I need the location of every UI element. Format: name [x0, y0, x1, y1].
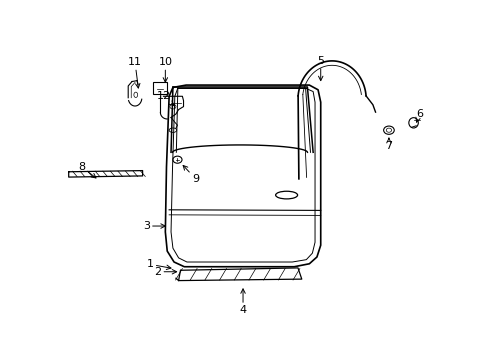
Text: 11: 11 — [128, 57, 142, 88]
Text: 9: 9 — [183, 166, 199, 184]
Text: 12: 12 — [156, 91, 173, 105]
Text: 6: 6 — [415, 109, 422, 122]
Text: 2: 2 — [154, 267, 176, 277]
Text: 7: 7 — [385, 138, 392, 152]
Text: 5: 5 — [317, 56, 324, 81]
Bar — [153, 82, 167, 94]
Text: 3: 3 — [142, 221, 165, 231]
Text: 10: 10 — [158, 57, 172, 82]
Text: 4: 4 — [239, 289, 246, 315]
Text: 8: 8 — [78, 162, 96, 178]
Text: 1: 1 — [146, 259, 171, 270]
